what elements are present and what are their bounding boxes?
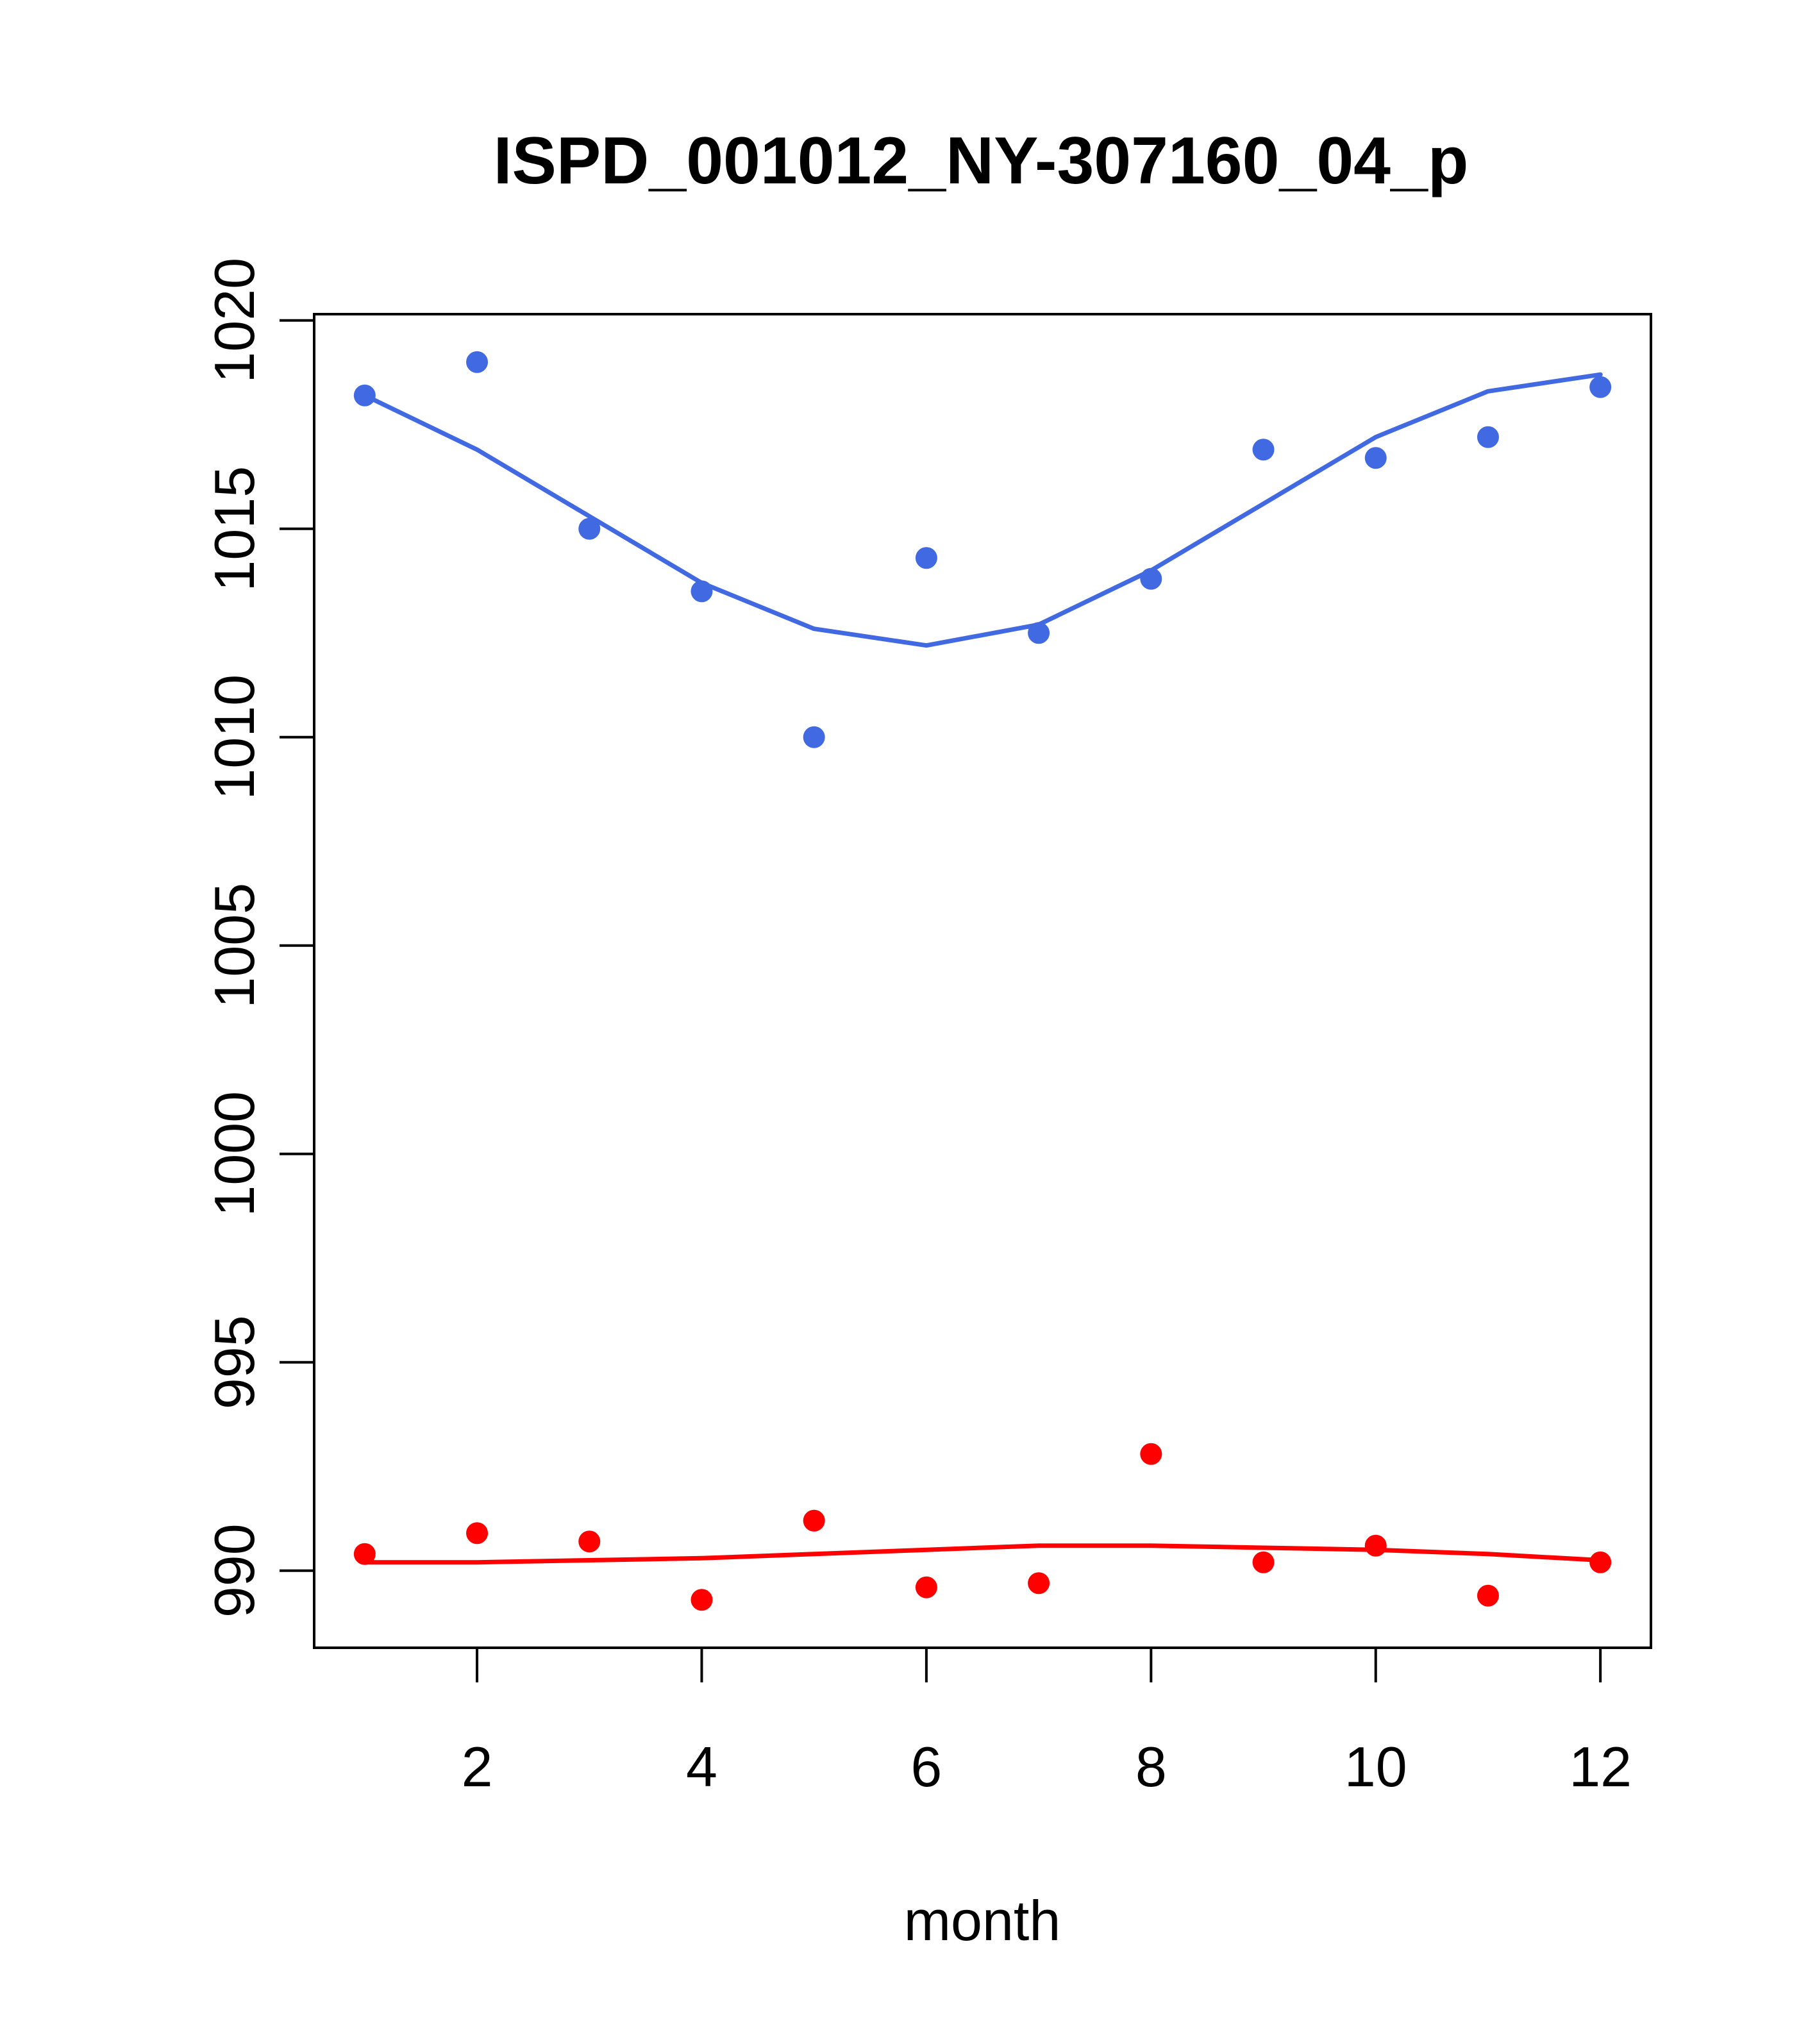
series-0-point: [1589, 376, 1612, 398]
x-axis-label: month: [904, 1889, 1061, 1952]
y-tick-label: 1020: [203, 258, 266, 383]
y-tick-label: 1005: [203, 883, 266, 1009]
series-1-point: [1589, 1551, 1612, 1573]
series-0-point: [1364, 447, 1387, 469]
y-tick-label: 1010: [203, 674, 266, 800]
x-tick-label: 6: [910, 1735, 942, 1798]
x-tick-label: 2: [462, 1735, 493, 1798]
series-0-point: [1028, 622, 1050, 644]
series-1-point: [803, 1509, 825, 1532]
series-0-point: [803, 726, 825, 748]
y-tick-label: 990: [203, 1523, 266, 1618]
series-1-point: [1477, 1584, 1499, 1607]
series-1-point: [466, 1522, 489, 1545]
series-0-smooth-line: [362, 372, 1603, 648]
series-0-point: [691, 580, 713, 603]
chart-title: ISPD_001012_NY-307160_04_p: [494, 124, 1469, 198]
x-tick-label: 8: [1135, 1735, 1167, 1798]
y-tick-label: 1000: [203, 1091, 266, 1217]
series-1-point: [578, 1530, 601, 1553]
x-tick-label: 12: [1569, 1735, 1632, 1798]
series-1-point: [1364, 1534, 1387, 1557]
y-tick-label: 995: [203, 1315, 266, 1409]
series-1-point: [1252, 1551, 1275, 1573]
series-0: [353, 351, 1612, 748]
series-1-point: [1140, 1443, 1162, 1465]
series-1-point: [1028, 1572, 1050, 1595]
y-axis: 990 995 1000 1005 1010 1015 1020: [203, 258, 315, 1618]
x-tick-label: 4: [686, 1735, 717, 1798]
series-0-point: [1477, 426, 1499, 448]
series-1-point: [353, 1543, 376, 1565]
series-0-point: [578, 517, 601, 540]
series-layer: [353, 351, 1612, 1611]
series-1: [353, 1443, 1612, 1611]
series-1-point: [691, 1589, 713, 1611]
y-tick-label: 1015: [203, 466, 266, 592]
series-1-smooth-line: [362, 1543, 1603, 1565]
series-0-point: [915, 547, 937, 569]
x-axis: 2 4 6 8 10 12: [462, 1646, 1632, 1798]
series-0-point: [1252, 439, 1275, 461]
series-1-point: [915, 1576, 937, 1598]
series-0-point: [466, 351, 489, 373]
series-0-point: [1140, 567, 1162, 590]
x-tick-label: 10: [1344, 1735, 1407, 1798]
series-0-point: [353, 384, 376, 406]
